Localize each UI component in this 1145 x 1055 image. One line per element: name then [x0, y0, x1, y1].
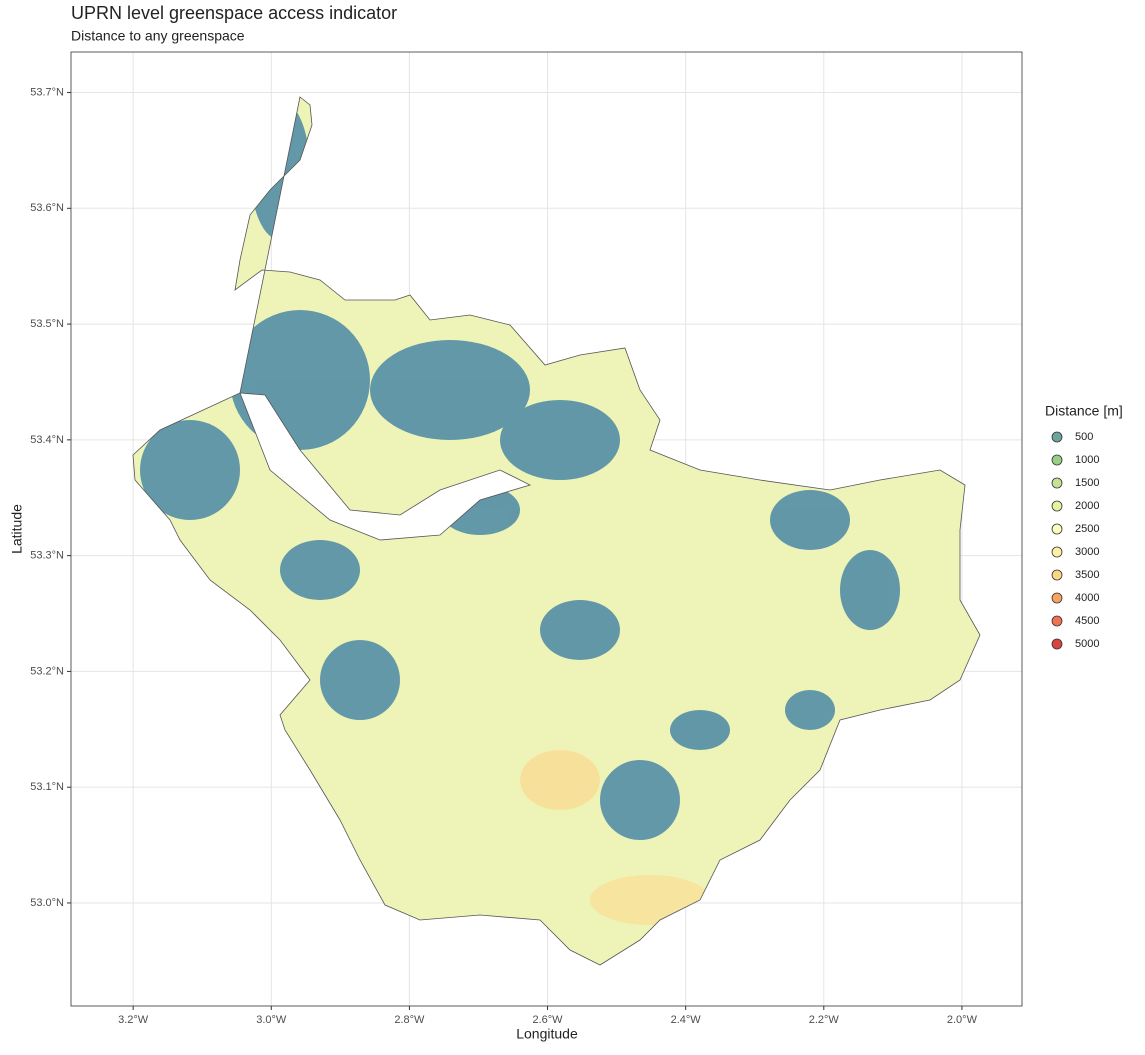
legend-key	[1051, 638, 1063, 650]
legend-label: 4500	[1075, 615, 1099, 627]
title: UPRN level greenspace access indicator	[71, 3, 397, 23]
legend-key	[1051, 592, 1063, 604]
x-tick-label: 2.6°W	[532, 1014, 563, 1026]
x-tick-label: 2.4°W	[671, 1014, 702, 1026]
y-tick-label: 53.2°N	[30, 665, 64, 677]
plot-border	[70, 51, 1023, 1007]
y-tick-label: 53.4°N	[30, 434, 64, 446]
low-distance-areas	[140, 100, 900, 840]
x-tick-label: 2.2°W	[809, 1014, 840, 1026]
legend-label: 3500	[1075, 569, 1099, 581]
legend-label: 4000	[1075, 592, 1099, 604]
x-tick-label: 3.2°W	[118, 1014, 149, 1026]
legend-label: 2500	[1075, 523, 1099, 535]
x-axis-label: Longitude	[516, 1026, 578, 1042]
legend-key	[1051, 523, 1063, 535]
y-tick-label: 53.1°N	[30, 781, 64, 793]
y-tick-label: 53.6°N	[30, 202, 64, 214]
legend-key	[1051, 431, 1063, 443]
x-tick-label: 2.0°W	[947, 1014, 978, 1026]
legend-key	[1051, 615, 1063, 627]
region-fill	[133, 97, 980, 965]
legend-key	[1051, 500, 1063, 512]
estuary	[239, 392, 532, 541]
legend-title: Distance [m]	[1045, 403, 1123, 419]
legend-label: 3000	[1075, 546, 1099, 558]
region-outline	[132, 96, 981, 966]
legend-key	[1051, 477, 1063, 489]
legend-label: 5000	[1075, 638, 1099, 650]
legend-key	[1051, 569, 1063, 581]
legend-label: 1000	[1075, 454, 1099, 466]
subtitle: Distance to any greenspace	[71, 28, 245, 44]
legend-key	[1051, 546, 1063, 558]
y-axis-label: Latitude	[9, 504, 25, 554]
legend-label: 500	[1075, 431, 1093, 443]
background-coverage	[133, 97, 980, 965]
x-tick-label: 2.8°W	[394, 1014, 425, 1026]
y-tick-label: 53.5°N	[30, 318, 64, 330]
legend-label: 2000	[1075, 500, 1099, 512]
x-tick-label: 3.0°W	[256, 1014, 287, 1026]
legend-label: 1500	[1075, 477, 1099, 489]
legend-key	[1051, 454, 1063, 466]
y-tick-label: 53.7°N	[30, 86, 64, 98]
y-tick-label: 53.3°N	[30, 550, 64, 562]
y-tick-label: 53.0°N	[30, 897, 64, 909]
